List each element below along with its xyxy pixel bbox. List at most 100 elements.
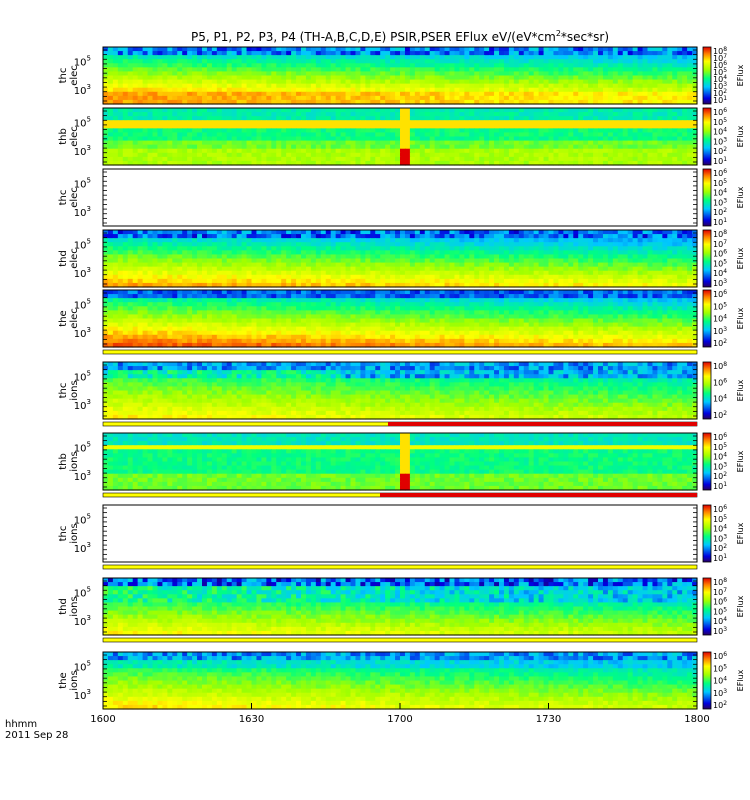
colorbar-tick-label: 104 bbox=[713, 127, 727, 137]
panel-probe-label: thb bbox=[58, 128, 69, 145]
colorbar-tick-label: 106 bbox=[713, 597, 727, 607]
x-tick-label: 1600 bbox=[90, 714, 115, 725]
colorbar-tick-label: 108 bbox=[713, 361, 727, 371]
colorbar bbox=[702, 577, 712, 636]
x-tick-label: 1630 bbox=[239, 714, 264, 725]
y-tick-label: 105 bbox=[74, 512, 91, 526]
y-tick-label: 103 bbox=[74, 688, 91, 702]
colorbar bbox=[702, 289, 712, 348]
y-tick-label: 103 bbox=[74, 541, 91, 555]
y-tick-label: 105 bbox=[74, 659, 91, 673]
colorbar bbox=[702, 432, 712, 491]
x-axis-label-hhmm: hhmm bbox=[5, 719, 37, 730]
panel-species-label: ions bbox=[69, 380, 80, 400]
y-tick-label: 103 bbox=[74, 144, 91, 158]
panel-frame bbox=[102, 432, 698, 491]
colorbar-tick-label: 106 bbox=[713, 651, 727, 661]
colorbar-tick-label: 108 bbox=[713, 577, 727, 587]
colorbar-tick-label: 103 bbox=[713, 688, 727, 698]
colorbar-tick-label: 105 bbox=[713, 663, 727, 673]
y-tick-label: 105 bbox=[74, 176, 91, 190]
panel-probe-label: thc bbox=[58, 383, 69, 399]
y-tick-label: 105 bbox=[74, 440, 91, 454]
colorbar-tick-label: 104 bbox=[713, 394, 727, 404]
y-tick-label: 105 bbox=[74, 115, 91, 129]
spectrogram-cells bbox=[103, 578, 698, 636]
colorbar-tick-label: 105 bbox=[713, 67, 727, 77]
colorbar-tick-label: 103 bbox=[713, 81, 727, 91]
spectrogram-cells bbox=[103, 433, 698, 491]
colorbar-tick-label: 104 bbox=[713, 616, 727, 626]
colorbar-tick-label: 106 bbox=[713, 168, 727, 178]
panel-frame bbox=[102, 504, 698, 563]
colorbar-tick-label: 103 bbox=[713, 136, 727, 146]
colorbar-tick-label: 101 bbox=[713, 217, 727, 227]
colorbar-tick-label: 106 bbox=[713, 107, 727, 117]
flag-bar-red bbox=[380, 493, 697, 497]
colorbar-tick-label: 102 bbox=[713, 700, 727, 710]
colorbar-tick-label: 106 bbox=[713, 504, 727, 514]
colorbar-tick-label: 104 bbox=[713, 314, 727, 324]
figure-title: P5, P1, P2, P3, P4 (TH-A,B,C,D,E) PSIR,P… bbox=[191, 29, 609, 44]
y-tick-label: 103 bbox=[74, 614, 91, 628]
colorbar-tick-label: 102 bbox=[713, 410, 727, 420]
colorbar-tick-label: 105 bbox=[713, 606, 727, 616]
colorbar-label: EFlux bbox=[736, 522, 745, 544]
colorbar-tick-label: 107 bbox=[713, 587, 727, 597]
panel-species-label: ions bbox=[69, 451, 80, 471]
colorbar-tick-label: 103 bbox=[713, 326, 727, 336]
panel-probe-label: thd bbox=[58, 250, 69, 267]
colorbar-tick-label: 101 bbox=[713, 95, 727, 105]
y-tick-label: 105 bbox=[74, 369, 91, 383]
colorbar-tick-label: 108 bbox=[713, 229, 727, 239]
colorbar-tick-label: 101 bbox=[713, 156, 727, 166]
colorbar-tick-label: 103 bbox=[713, 533, 727, 543]
panel-species-label: elec bbox=[69, 187, 80, 208]
colorbar-tick-label: 102 bbox=[713, 543, 727, 553]
colorbar bbox=[702, 168, 712, 227]
colorbar bbox=[702, 651, 712, 710]
colorbar-tick-label: 102 bbox=[713, 207, 727, 217]
colorbar-tick-label: 104 bbox=[713, 452, 727, 462]
y-tick-label: 103 bbox=[74, 266, 91, 280]
colorbar-tick-label: 106 bbox=[713, 432, 727, 442]
colorbar-tick-label: 107 bbox=[713, 239, 727, 249]
colorbar-tick-label: 107 bbox=[713, 53, 727, 63]
panel-probe-label: thd bbox=[58, 598, 69, 615]
panel-the-elec-4: 105 103 the elec 106 105 104 103 102 EFlux bbox=[58, 289, 745, 355]
y-tick-label: 105 bbox=[74, 585, 91, 599]
spectrogram-cells bbox=[103, 290, 698, 348]
colorbar-tick-label: 105 bbox=[713, 178, 727, 188]
colorbar-tick-label: 104 bbox=[713, 188, 727, 198]
panel-probe-label: the bbox=[58, 672, 69, 688]
spectrogram-cells bbox=[103, 362, 698, 420]
colorbar-label: EFlux bbox=[736, 379, 745, 401]
x-axis: hhmm 2011 Sep 28 1600 1630 1700 1730 1800 bbox=[5, 703, 710, 741]
panel-species-label: elec bbox=[69, 248, 80, 269]
colorbar-tick-label: 102 bbox=[713, 88, 727, 98]
x-tick-label: 1700 bbox=[387, 714, 412, 725]
panel-frame bbox=[102, 107, 698, 166]
y-tick-label: 103 bbox=[74, 469, 91, 483]
panel-frame bbox=[102, 289, 698, 348]
spectrogram-cells bbox=[103, 230, 698, 288]
panel-species-label: elec bbox=[69, 126, 80, 147]
panel-the-ions-9: 105 103 the ions 106 105 104 103 102 EFlux bbox=[58, 651, 745, 710]
colorbar-tick-label: 105 bbox=[713, 301, 727, 311]
y-tick-label: 105 bbox=[74, 297, 91, 311]
colorbar-tick-label: 105 bbox=[713, 117, 727, 127]
colorbar bbox=[702, 504, 712, 563]
colorbar-tick-label: 106 bbox=[713, 60, 727, 70]
panel-frame bbox=[102, 168, 698, 227]
panel-probe-label: thc bbox=[58, 68, 69, 84]
y-tick-label: 103 bbox=[74, 326, 91, 340]
panel-probe-label: the bbox=[58, 310, 69, 326]
colorbar-tick-label: 106 bbox=[713, 249, 727, 259]
panel-species-label: elec bbox=[69, 308, 80, 329]
colorbar bbox=[702, 361, 712, 420]
panel-thc-ions-5: 105 103 thc ions 108 106 104 102 EFlux bbox=[58, 361, 745, 427]
